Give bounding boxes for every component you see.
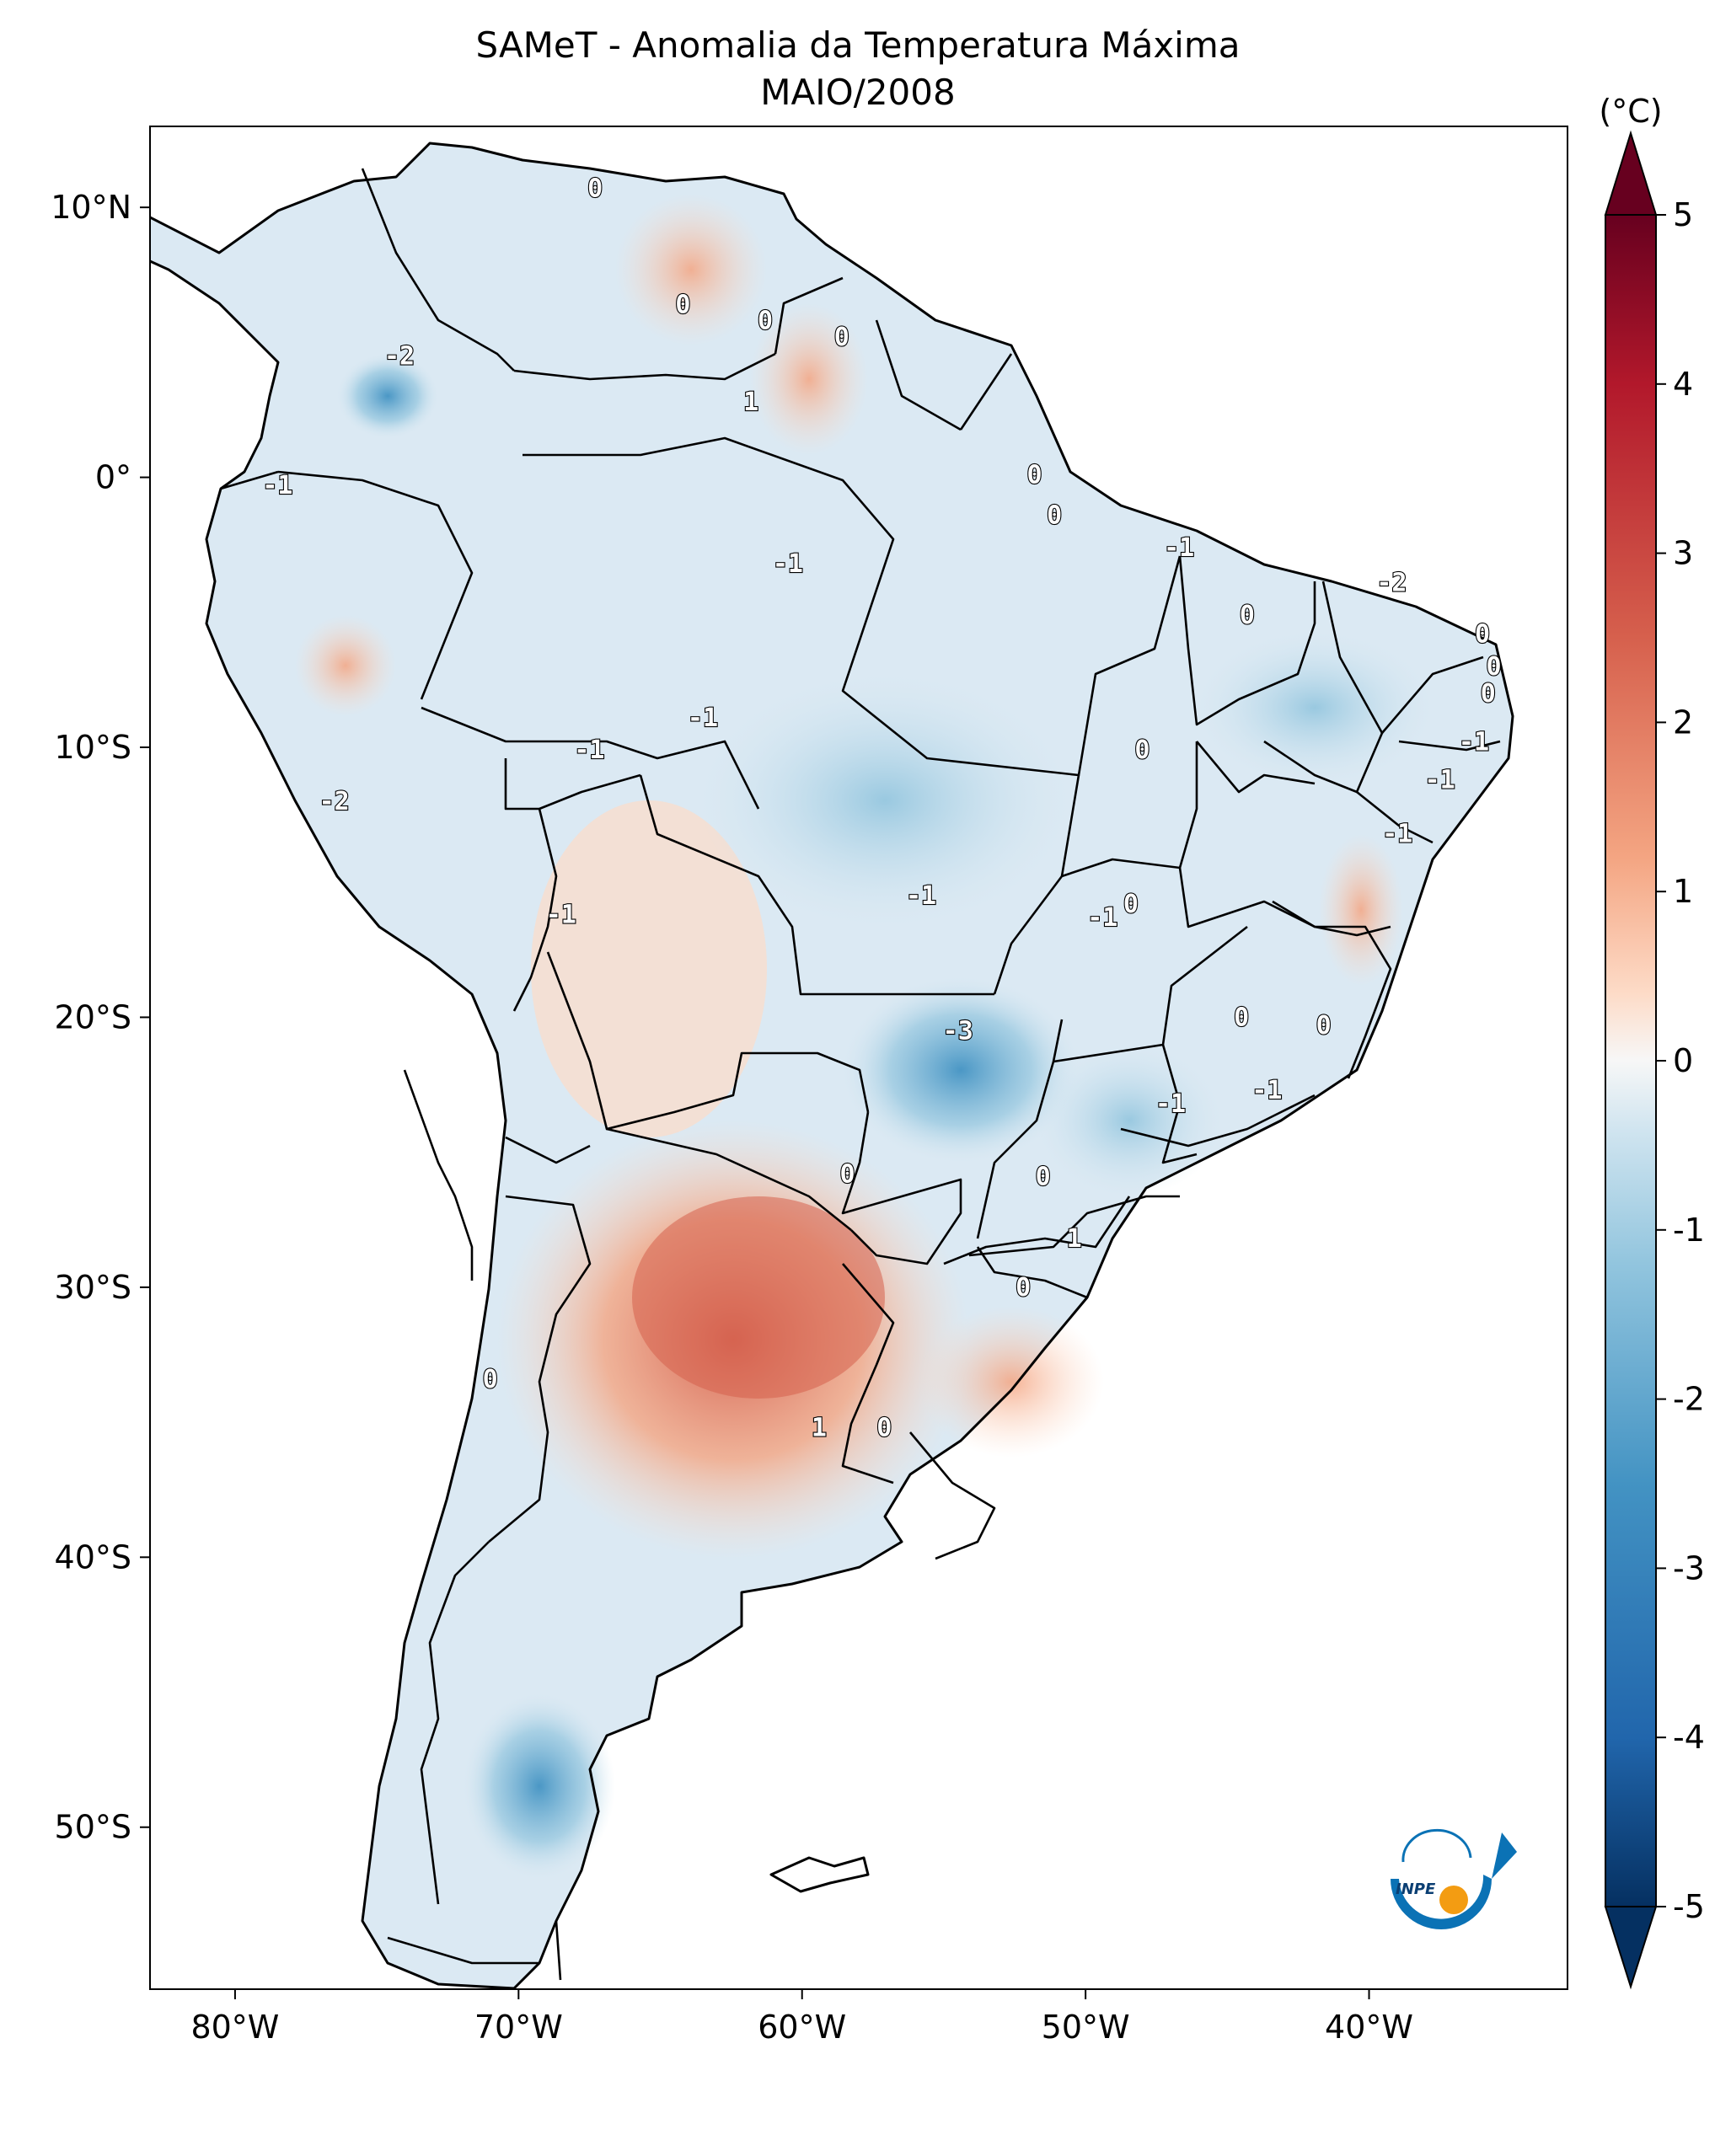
- map-subtitle: MAIO/2008: [760, 72, 955, 113]
- colorbar-max-extension: [1604, 130, 1658, 216]
- warm-anomaly-ecuador-peru: [295, 615, 396, 716]
- cool-anomaly-northeast: [1197, 632, 1433, 784]
- contour-label: 0: [1047, 500, 1062, 530]
- lon-tick-label: 40°W: [1325, 2009, 1413, 2046]
- inpe-logo-text: INPE: [1396, 1880, 1436, 1898]
- warm-anomaly-east-brazil: [1319, 834, 1403, 986]
- colorbar-tick-label: -2: [1673, 1381, 1705, 1418]
- contour-label: 1: [812, 1413, 827, 1442]
- longitude-axis: 80°W 70°W 60°W 50°W 40°W: [190, 1989, 1413, 2046]
- contour-label: -1: [1087, 903, 1117, 933]
- contour-label: -1: [1425, 765, 1455, 794]
- contour-label: -2: [1376, 569, 1407, 598]
- contour-label: 0: [587, 174, 603, 204]
- contour-label: -1: [688, 704, 718, 733]
- political-borders: [220, 168, 1501, 1981]
- inpe-logo-orbit: [1401, 1828, 1472, 1863]
- map-title: SAMeT - Anomalia da Temperatura Máxima: [476, 24, 1241, 66]
- cool-anomaly-patagonia: [464, 1693, 615, 1879]
- lon-tick-label: 50°W: [1042, 2009, 1130, 2046]
- warm-anomaly-south-brazil: [919, 1306, 1104, 1458]
- colorbar-tick-label: 3: [1673, 535, 1693, 572]
- colorbar-tick-label: -4: [1673, 1719, 1705, 1756]
- coastline: [150, 142, 1514, 1989]
- cool-anomaly-amazon: [699, 674, 1070, 927]
- colorbar: (°C) 5 4 3 2 1 0 -1 -2 -3 -4 -5: [1599, 93, 1705, 1990]
- contour-label: 0: [1027, 460, 1042, 490]
- colorbar-tick-label: 2: [1673, 704, 1693, 741]
- colorbar-tick-label: -1: [1673, 1212, 1705, 1249]
- cool-anomaly-colombia: [337, 354, 438, 438]
- colorbar-tick-label: 4: [1673, 366, 1693, 403]
- lon-tick-label: 70°W: [474, 2009, 563, 2046]
- lat-tick-label: 0°: [95, 459, 131, 496]
- warm-anomaly-bolivia: [531, 800, 767, 1137]
- inpe-logo: INPE: [1391, 1828, 1517, 1929]
- contour-label: 0: [840, 1159, 855, 1189]
- contour-label: 0: [1134, 736, 1150, 765]
- contour-label: 0: [1016, 1273, 1031, 1303]
- colorbar-min-extension: [1604, 1906, 1658, 1990]
- colorbar-unit: (°C): [1599, 93, 1662, 130]
- colorbar-tick-label: 0: [1673, 1042, 1693, 1079]
- cool-anomaly-midwest: [843, 977, 1079, 1163]
- continent-fill: [150, 143, 1513, 1988]
- colorbar-gradient: [1605, 214, 1657, 1907]
- cool-anomaly-southeast: [1037, 1045, 1222, 1196]
- inpe-logo-swoosh: [1391, 1875, 1492, 1929]
- contour-label: -1: [1382, 820, 1412, 849]
- colorbar-ticks: 5 4 3 2 1 0 -1 -2 -3 -4 -5: [1656, 196, 1705, 1925]
- contour-label: 0: [1475, 619, 1490, 649]
- lat-tick-label: 30°S: [55, 1269, 131, 1306]
- lat-tick-label: 10°N: [51, 189, 131, 226]
- warm-anomaly-venezuela: [615, 194, 767, 345]
- contour-label: -1: [574, 736, 604, 765]
- lon-tick-label: 60°W: [758, 2009, 846, 2046]
- contour-label: 0: [1240, 601, 1255, 630]
- latitude-axis: 10°N 0° 10°S 20°S 30°S 40°S 50°S: [51, 189, 150, 1846]
- contour-label: 0: [1123, 890, 1139, 919]
- lat-tick-label: 50°S: [55, 1809, 131, 1846]
- contour-label: 0: [483, 1365, 498, 1394]
- map-frame: [149, 126, 1568, 1990]
- contour-label: -1: [906, 881, 936, 911]
- contour-label: -1: [1459, 728, 1489, 757]
- contour-label: 0: [1487, 652, 1502, 682]
- colorbar-tick-label: 5: [1673, 196, 1693, 233]
- lat-tick-label: 40°S: [55, 1538, 131, 1576]
- lat-tick-label: 20°S: [55, 998, 131, 1035]
- contour-label: 0: [1481, 679, 1496, 709]
- contour-label: -1: [262, 471, 292, 500]
- lat-tick-label: 10°S: [55, 729, 131, 766]
- colorbar-tick-label: -5: [1673, 1888, 1705, 1925]
- inpe-logo-arrow: [1492, 1832, 1517, 1879]
- contour-label: 0: [876, 1413, 892, 1442]
- contour-label: -1: [546, 901, 576, 930]
- contour-label: 1: [743, 388, 758, 417]
- contour-label: 0: [834, 323, 849, 352]
- contour-label: 0: [1316, 1011, 1332, 1041]
- colorbar-tick-label: 1: [1673, 873, 1693, 910]
- contour-label: 0: [675, 290, 690, 319]
- falklands-outline: [769, 1856, 870, 1893]
- colorbar-tick-label: -3: [1673, 1549, 1705, 1586]
- contour-label: -1: [773, 549, 803, 579]
- contour-label: -2: [319, 787, 350, 816]
- contour-label: -3: [943, 1016, 973, 1046]
- contour-label: -1: [1164, 533, 1194, 563]
- contour-label: 0: [1234, 1003, 1249, 1032]
- lon-tick-label: 80°W: [190, 2009, 279, 2046]
- contour-label: -2: [384, 341, 415, 371]
- contour-label: -1: [1155, 1089, 1186, 1119]
- warm-anomaly-argentina-core: [632, 1196, 885, 1399]
- contour-label: 1: [1067, 1224, 1082, 1254]
- contour-label: -1: [1251, 1076, 1282, 1105]
- inpe-logo-sun: [1439, 1886, 1468, 1914]
- contour-label: 0: [758, 307, 773, 336]
- contour-label: 0: [1036, 1162, 1051, 1191]
- warm-anomaly-guyana: [750, 303, 868, 455]
